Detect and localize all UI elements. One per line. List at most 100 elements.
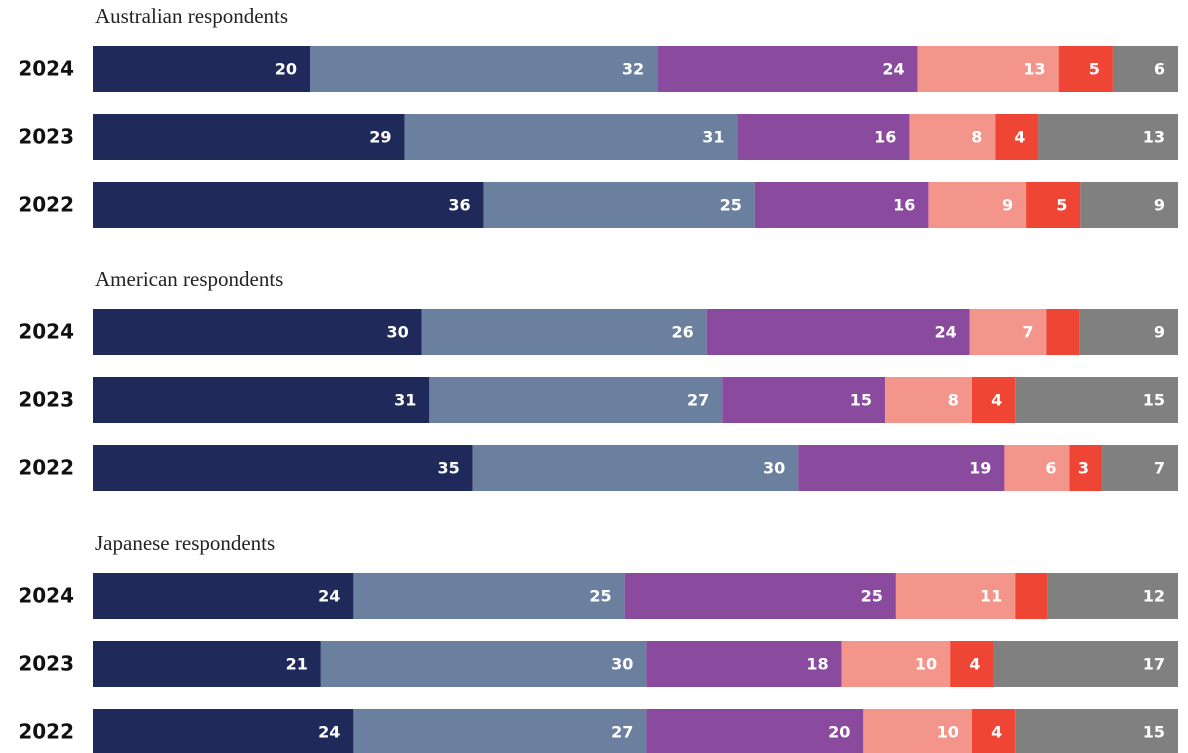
bar-segment [1038, 114, 1178, 160]
bar-segment [1058, 46, 1113, 92]
bar-segment [646, 641, 842, 687]
value-label: 19 [969, 459, 991, 478]
value-label: 8 [971, 128, 982, 147]
bar-segment [1079, 309, 1178, 355]
year-label: 2022 [18, 193, 74, 217]
bar-segment [863, 709, 972, 753]
bar-segment [841, 641, 951, 687]
bar-segment [754, 182, 929, 228]
value-label: 30 [611, 655, 633, 674]
value-label: 30 [387, 323, 409, 342]
bar-segment [798, 445, 1005, 491]
bar-segment [657, 46, 918, 92]
bar-segment [909, 114, 996, 160]
value-label: 24 [318, 587, 340, 606]
value-label: 26 [671, 323, 693, 342]
bar-segment [93, 46, 310, 92]
bar-segment [93, 309, 422, 355]
value-label: 9 [1002, 196, 1013, 215]
bar-segment [93, 709, 354, 753]
value-label: 18 [806, 655, 828, 674]
value-label: 15 [850, 391, 872, 410]
value-label: 5 [1089, 60, 1100, 79]
bar-segment [1069, 445, 1103, 491]
bar-segment [1102, 445, 1178, 491]
value-label: 31 [394, 391, 416, 410]
bar-segment [995, 114, 1039, 160]
value-label: 4 [991, 391, 1002, 410]
year-label: 2024 [18, 584, 74, 608]
value-label: 5 [1056, 196, 1067, 215]
value-label: 35 [437, 459, 459, 478]
bar-segment [483, 182, 755, 228]
value-label: 6 [1154, 60, 1165, 79]
value-label: 7 [1022, 323, 1033, 342]
year-label: 2023 [18, 125, 74, 149]
section-title: American respondents [95, 267, 283, 291]
value-label: 25 [720, 196, 742, 215]
value-label: 25 [861, 587, 883, 606]
bar-segment [1112, 46, 1178, 92]
value-label: 4 [991, 723, 1002, 742]
bar-segment [971, 709, 1016, 753]
bar-segment [320, 641, 647, 687]
bar-segment [646, 709, 864, 753]
bar-segment [1080, 182, 1178, 228]
bar-segment [310, 46, 658, 92]
value-label: 8 [948, 391, 959, 410]
bar-segment [429, 377, 723, 423]
bar-segment [969, 309, 1047, 355]
value-label: 13 [1143, 128, 1165, 147]
bar-segment [1015, 573, 1048, 619]
value-label: 9 [1154, 196, 1165, 215]
bar-segment [93, 573, 354, 619]
value-label: 4 [969, 655, 980, 674]
bar-segment [885, 377, 972, 423]
value-label: 16 [874, 128, 896, 147]
bar-segment [421, 309, 707, 355]
bar-segment [353, 573, 625, 619]
year-label: 2022 [18, 456, 74, 480]
bar-segment [1046, 309, 1080, 355]
bar-segment [93, 641, 321, 687]
value-label: 20 [828, 723, 850, 742]
section-title: Japanese respondents [95, 531, 275, 555]
value-label: 27 [687, 391, 709, 410]
value-label: 25 [589, 587, 611, 606]
bar-segment [1015, 377, 1178, 423]
value-label: 7 [1154, 459, 1165, 478]
bar-segment [93, 377, 430, 423]
value-label: 3 [1078, 459, 1089, 478]
value-label: 16 [893, 196, 915, 215]
year-label: 2023 [18, 652, 74, 676]
bar-segment [1026, 182, 1081, 228]
bar-segment [950, 641, 994, 687]
value-label: 32 [622, 60, 644, 79]
value-label: 21 [286, 655, 308, 674]
bar-segment [472, 445, 799, 491]
bar-segment [993, 641, 1178, 687]
bar-segment [624, 573, 896, 619]
section-title: Australian respondents [95, 4, 288, 28]
value-label: 17 [1143, 655, 1165, 674]
value-label: 30 [763, 459, 785, 478]
year-label: 2022 [18, 720, 74, 744]
value-label: 24 [318, 723, 340, 742]
bar-segment [93, 445, 473, 491]
bar-segment [928, 182, 1027, 228]
value-label: 4 [1014, 128, 1025, 147]
bar-segment [93, 182, 484, 228]
year-label: 2024 [18, 320, 74, 344]
bar-segment [706, 309, 970, 355]
value-label: 36 [448, 196, 470, 215]
value-label: 10 [937, 723, 959, 742]
year-label: 2024 [18, 57, 74, 81]
value-label: 29 [369, 128, 391, 147]
bar-segment [1004, 445, 1070, 491]
bar-segment [917, 46, 1059, 92]
bar-segment [737, 114, 910, 160]
value-label: 13 [1023, 60, 1045, 79]
value-label: 15 [1143, 723, 1165, 742]
bar-segment [353, 709, 647, 753]
